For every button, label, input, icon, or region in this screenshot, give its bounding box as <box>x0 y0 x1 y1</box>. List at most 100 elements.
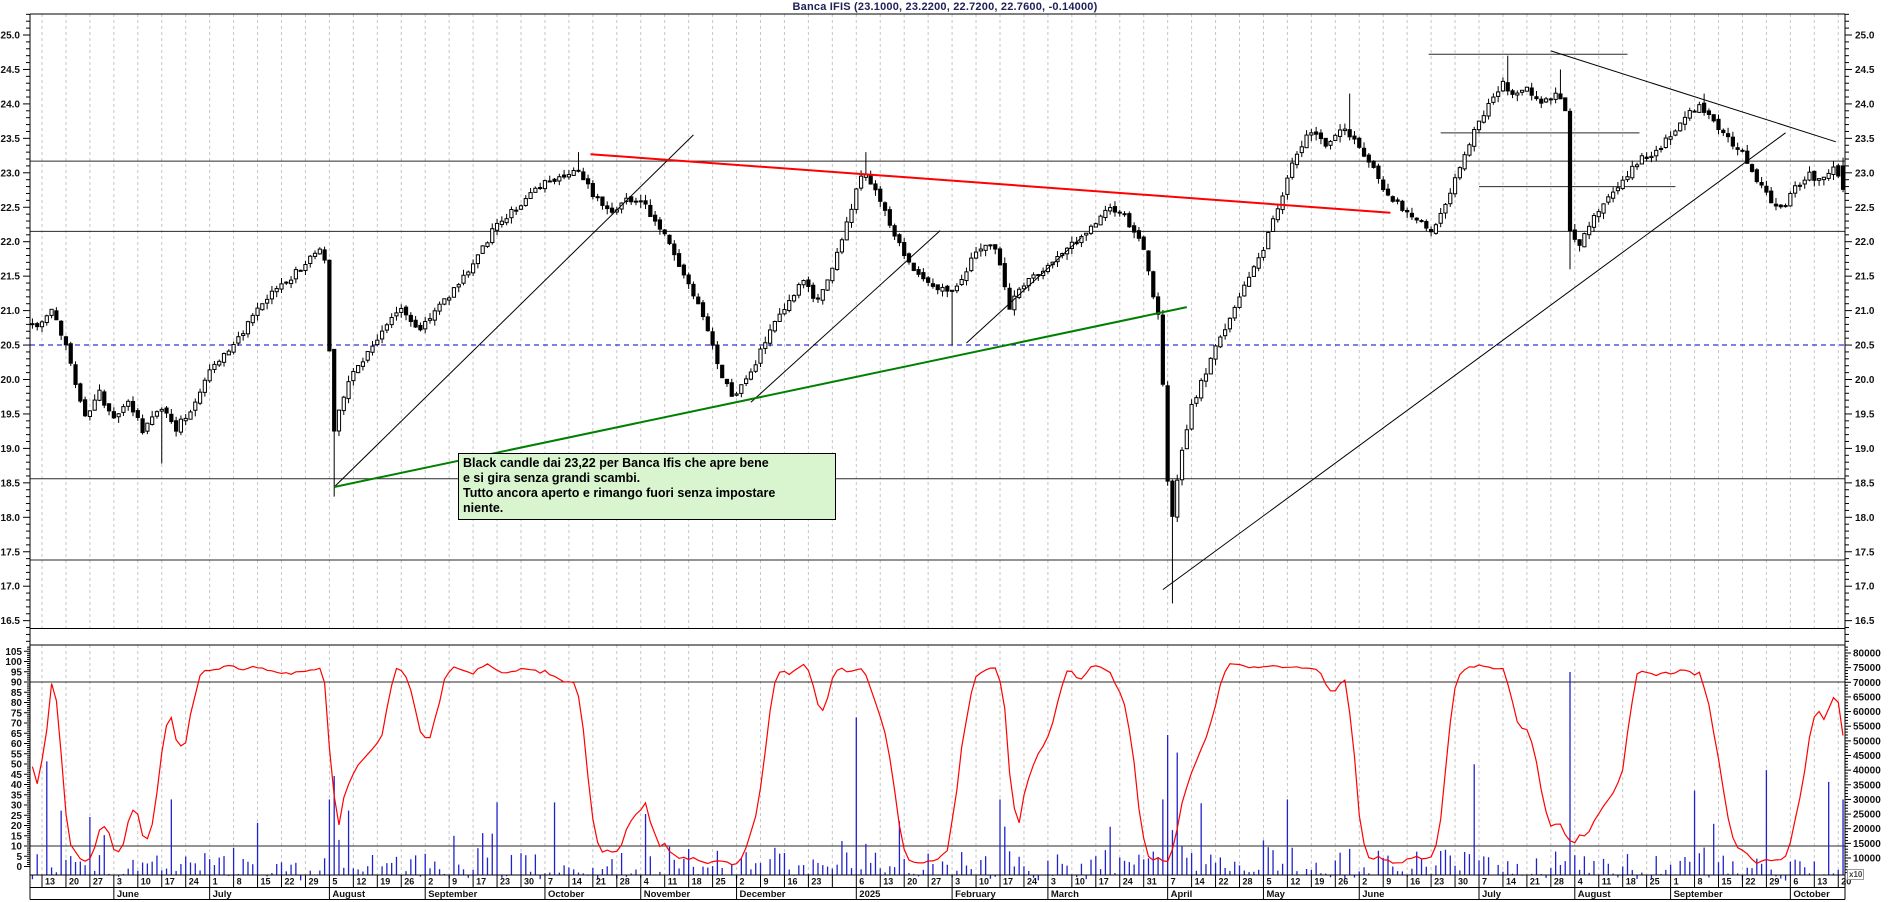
svg-text:105: 105 <box>5 647 22 658</box>
svg-text:25: 25 <box>11 811 23 822</box>
svg-text:10: 10 <box>141 877 151 887</box>
svg-text:19.0: 19.0 <box>1855 444 1875 455</box>
svg-text:23.0: 23.0 <box>1855 168 1875 179</box>
svg-text:17: 17 <box>1099 877 1109 887</box>
svg-text:2: 2 <box>740 877 745 887</box>
svg-text:45: 45 <box>11 770 23 781</box>
svg-text:75: 75 <box>11 708 23 719</box>
svg-text:23: 23 <box>1434 877 1444 887</box>
svg-text:20000: 20000 <box>1853 824 1881 835</box>
svg-text:6: 6 <box>859 877 864 887</box>
svg-text:9: 9 <box>452 877 457 887</box>
svg-text:3: 3 <box>955 877 960 887</box>
svg-text:28: 28 <box>1554 877 1564 887</box>
svg-text:21: 21 <box>1530 877 1540 887</box>
svg-text:22: 22 <box>1745 877 1755 887</box>
axes <box>29 13 1846 900</box>
svg-text:3: 3 <box>1051 877 1056 887</box>
svg-text:16: 16 <box>787 877 797 887</box>
oscillator-reference-lines <box>30 681 1845 847</box>
svg-text:1: 1 <box>213 877 218 887</box>
svg-text:18.0: 18.0 <box>1 513 21 524</box>
svg-text:10000: 10000 <box>1853 854 1881 865</box>
svg-text:5: 5 <box>16 852 22 863</box>
svg-text:29: 29 <box>308 877 318 887</box>
svg-text:28: 28 <box>620 877 630 887</box>
svg-text:15: 15 <box>261 877 271 887</box>
svg-text:100: 100 <box>5 657 22 668</box>
svg-text:28: 28 <box>1243 877 1253 887</box>
svg-text:18: 18 <box>692 877 702 887</box>
svg-text:14: 14 <box>1195 877 1205 887</box>
svg-text:25: 25 <box>716 877 726 887</box>
svg-text:23.5: 23.5 <box>1 134 21 145</box>
svg-text:23.0: 23.0 <box>1 168 21 179</box>
svg-text:December: December <box>740 889 786 900</box>
svg-text:September: September <box>1674 889 1723 900</box>
svg-text:15000: 15000 <box>1853 839 1881 850</box>
svg-text:16: 16 <box>1410 877 1420 887</box>
svg-text:21.5: 21.5 <box>1 272 21 283</box>
svg-text:18.5: 18.5 <box>1 478 21 489</box>
svg-text:16.5: 16.5 <box>1855 616 1875 627</box>
svg-text:October: October <box>1793 889 1830 900</box>
svg-text:0: 0 <box>16 862 22 873</box>
svg-text:19.0: 19.0 <box>1 444 21 455</box>
svg-text:22.0: 22.0 <box>1855 237 1875 248</box>
svg-text:21.0: 21.0 <box>1 306 21 317</box>
svg-text:80000: 80000 <box>1853 649 1881 660</box>
volume-multiplier-label: x10 <box>1847 869 1865 880</box>
svg-text:13: 13 <box>883 877 893 887</box>
svg-text:27: 27 <box>93 877 103 887</box>
svg-text:21: 21 <box>596 877 606 887</box>
trendline-descending-top <box>1550 50 1837 143</box>
svg-text:60: 60 <box>11 739 23 750</box>
svg-text:45000: 45000 <box>1853 751 1881 762</box>
svg-text:80: 80 <box>11 698 23 709</box>
chart-title: Banca IFIS (23.1000, 23.2200, 22.7200, 2… <box>792 1 1098 13</box>
candles <box>30 55 1846 604</box>
svg-text:17.0: 17.0 <box>1 582 21 593</box>
oscillator-axis: 1051009590858075706560555045403530252015… <box>5 646 30 873</box>
svg-text:65000: 65000 <box>1853 692 1881 703</box>
trendline-fan-1 <box>333 134 694 488</box>
svg-text:50000: 50000 <box>1853 736 1881 747</box>
svg-text:October: October <box>548 889 585 900</box>
price-reference-lines <box>30 160 1845 561</box>
svg-text:55: 55 <box>11 749 23 760</box>
annotation-note: Black candle dai 23,22 per Banca Ifis ch… <box>458 453 836 520</box>
svg-text:July: July <box>1482 889 1502 900</box>
svg-text:March: March <box>1051 889 1079 900</box>
svg-text:2: 2 <box>428 877 433 887</box>
svg-text:10: 10 <box>1075 877 1085 887</box>
price-axis-right: 25.0 24.5 24.0 23.5 23.0 22.5 22.0 21.5 21.0 20.5… <box>1845 13 1875 642</box>
svg-text:20.0: 20.0 <box>1 375 21 386</box>
svg-text:November: November <box>644 889 691 900</box>
svg-text:75000: 75000 <box>1853 663 1881 674</box>
svg-text:20: 20 <box>69 877 79 887</box>
svg-text:23: 23 <box>811 877 821 887</box>
svg-text:31: 31 <box>1147 877 1157 887</box>
svg-text:24: 24 <box>1027 877 1037 887</box>
svg-text:65: 65 <box>11 729 23 740</box>
svg-text:May: May <box>1266 889 1285 900</box>
svg-text:30: 30 <box>524 877 534 887</box>
svg-text:12: 12 <box>356 877 366 887</box>
svg-text:60000: 60000 <box>1853 707 1881 718</box>
svg-text:12: 12 <box>1290 877 1300 887</box>
svg-text:20.5: 20.5 <box>1855 341 1875 352</box>
stochastic-line <box>31 663 1844 866</box>
svg-text:21.5: 21.5 <box>1855 272 1875 283</box>
svg-text:1: 1 <box>1674 877 1679 887</box>
svg-text:September: September <box>428 889 477 900</box>
svg-text:17: 17 <box>1003 877 1013 887</box>
svg-text:4: 4 <box>1578 877 1583 887</box>
svg-text:11: 11 <box>1602 877 1612 887</box>
svg-text:22: 22 <box>1219 877 1229 887</box>
svg-text:25.0: 25.0 <box>1 31 21 42</box>
svg-text:24: 24 <box>1123 877 1133 887</box>
svg-text:11: 11 <box>668 877 678 887</box>
svg-text:July: July <box>213 889 233 900</box>
svg-text:19.5: 19.5 <box>1 409 21 420</box>
svg-text:24.5: 24.5 <box>1 65 21 76</box>
